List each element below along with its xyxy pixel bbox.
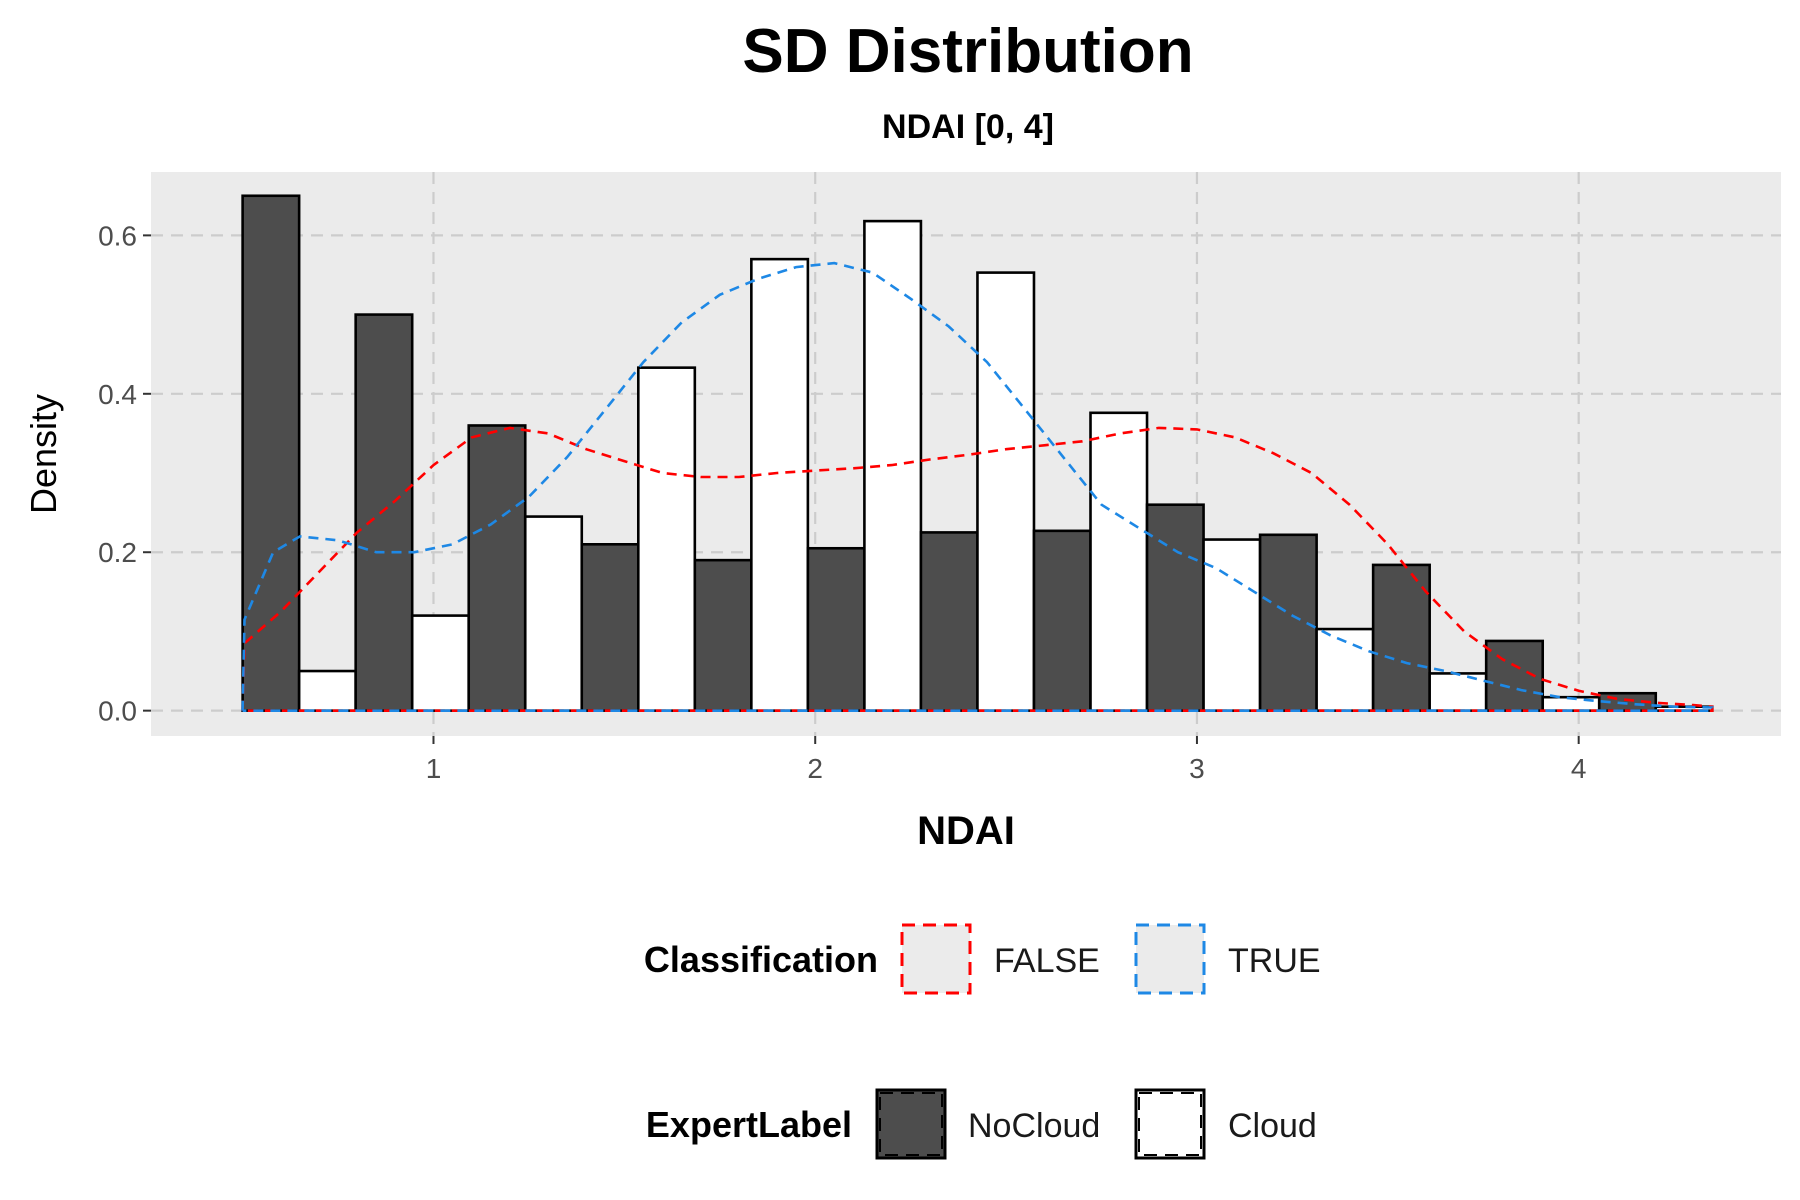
density-curve-true [241,261,1714,712]
x-tick-label-1: 2 [807,753,823,784]
bar-cloud-7 [1089,411,1149,712]
bar-cloud-0 [297,669,357,712]
bar-nocloud-7 [1032,529,1092,712]
bar-nocloud-0 [241,194,301,712]
legend-classification: Classification FALSE TRUE [644,923,1321,995]
bar-nocloud-3 [580,543,640,712]
y-tick-label-1: 0.2 [98,537,137,568]
chart-title: SD Distribution [742,17,1193,86]
legend-key-nocloud [875,1088,947,1160]
density-curve-false [241,426,1714,712]
bar-cloud-2 [523,515,584,712]
y-tick-label-3: 0.6 [98,220,137,251]
legend-label-true: TRUE [1228,942,1321,980]
histogram-bars [241,194,1714,712]
x-axis-ticks: 1 2 3 4 [426,736,1587,784]
bar-nocloud-6 [919,531,979,712]
legend-key-cloud [1134,1088,1206,1160]
bar-nocloud-10 [1371,563,1431,712]
y-axis-title: Density [23,394,64,514]
x-axis-title: NDAI [917,809,1015,853]
x-tick-label-0: 1 [426,753,442,784]
legend-title-expertlabel: ExpertLabel [646,1104,852,1145]
legend-key-true [1134,923,1206,995]
bar-nocloud-4 [693,558,753,712]
bar-cloud-3 [636,366,697,712]
bar-nocloud-8 [1145,503,1205,712]
legend-key-false [900,923,972,995]
bar-cloud-4 [750,257,810,712]
legend-title-classification: Classification [644,939,878,980]
y-tick-label-0: 0.0 [98,696,137,727]
legend-key-cloud-border [1138,1092,1202,1156]
x-tick-label-3: 4 [1571,753,1587,784]
legend-label-nocloud: NoCloud [968,1107,1100,1145]
x-tick-label-2: 3 [1189,753,1205,784]
bar-nocloud-2 [467,424,527,712]
bar-cloud-1 [410,614,471,712]
chart-subtitle: NDAI [0, 4] [882,108,1054,146]
density-curves [241,261,1714,712]
legend-label-cloud: Cloud [1228,1107,1317,1145]
bar-cloud-10 [1428,672,1488,712]
legend-label-false: FALSE [994,942,1100,980]
bar-nocloud-5 [806,546,866,712]
y-axis-ticks: 0.0 0.2 0.4 0.6 [98,220,151,727]
bar-cloud-6 [976,271,1036,712]
legend-key-nocloud-border [879,1092,943,1156]
y-tick-label-2: 0.4 [98,379,137,410]
bar-nocloud-1 [354,313,414,712]
legend-expertlabel: ExpertLabel NoCloud Cloud [646,1088,1317,1160]
